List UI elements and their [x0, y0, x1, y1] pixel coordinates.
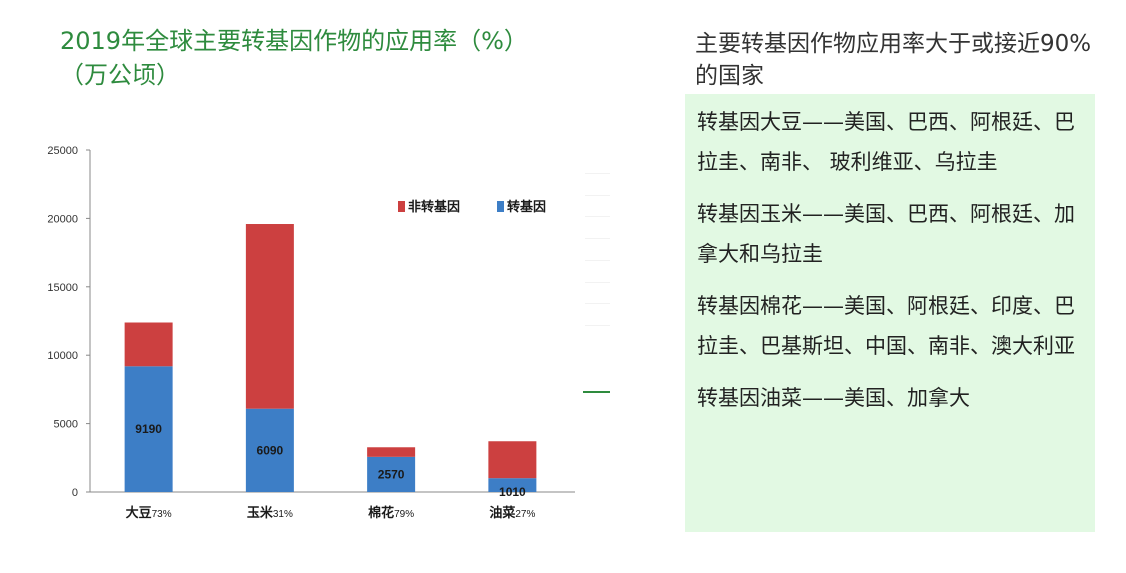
legend-swatch-0	[398, 201, 405, 212]
country-entry-cotton: 转基因棉花——美国、阿根廷、印度、巴拉圭、巴基斯坦、中国、南非、澳大利亚	[697, 294, 1075, 358]
country-list-panel: 转基因大豆——美国、巴西、阿根廷、巴拉圭、南非、 玻利维亚、乌拉圭 转基因玉米—…	[685, 94, 1095, 532]
y-tick-label: 25000	[47, 145, 78, 157]
x-category-label: 玉米31%	[247, 505, 293, 520]
chart-title-unit: （万公顷）	[60, 61, 180, 89]
bar-gm-2	[367, 456, 416, 492]
stacked-bar-chart: 0 5000 10000 15000 20000 25000 9190 大豆73% 6090 玉米…	[47, 145, 575, 520]
bar-gm-1	[245, 408, 294, 492]
legend-label-1: 转基因	[507, 199, 546, 214]
bar-nongm-1	[245, 224, 294, 409]
country-entry-canola: 转基因油菜——美国、加拿大	[697, 386, 970, 410]
x-category-label: 大豆73%	[126, 505, 172, 520]
y-tick-label: 0	[72, 487, 78, 499]
x-category-label: 油菜27%	[489, 505, 535, 520]
bar-nongm-0	[124, 322, 173, 367]
country-entry-corn: 转基因玉米——美国、巴西、阿根廷、加拿大和乌拉圭	[697, 202, 1075, 266]
bar-data-label: 2570	[378, 467, 405, 481]
y-tick-label: 10000	[47, 350, 78, 362]
y-tick-label: 20000	[47, 213, 78, 225]
bar-data-label: 6090	[257, 443, 284, 457]
chart-title-main: 2019年全球主要转基因作物的应用率（%）	[60, 27, 528, 55]
bar-data-label: 9190	[135, 422, 162, 436]
chart-title: 2019年全球主要转基因作物的应用率（%） （万公顷）	[60, 24, 620, 92]
deco-accent-line	[583, 391, 610, 393]
bar-nongm-2	[367, 447, 416, 457]
bar-gm-3	[488, 478, 537, 492]
bar-data-label: 1010	[499, 485, 526, 499]
x-category-label: 棉花79%	[368, 505, 414, 520]
bar-nongm-3	[488, 441, 537, 479]
legend-label-0: 非转基因	[408, 199, 460, 214]
y-tick-label: 5000	[54, 419, 78, 431]
legend-swatch-1	[497, 201, 504, 212]
y-tick-label: 15000	[47, 282, 78, 294]
bar-gm-0	[124, 366, 173, 492]
right-panel-title: 主要转基因作物应用率大于或接近90%的国家	[695, 31, 1092, 89]
country-entry-soybean: 转基因大豆——美国、巴西、阿根廷、巴拉圭、南非、 玻利维亚、乌拉圭	[697, 110, 1075, 174]
